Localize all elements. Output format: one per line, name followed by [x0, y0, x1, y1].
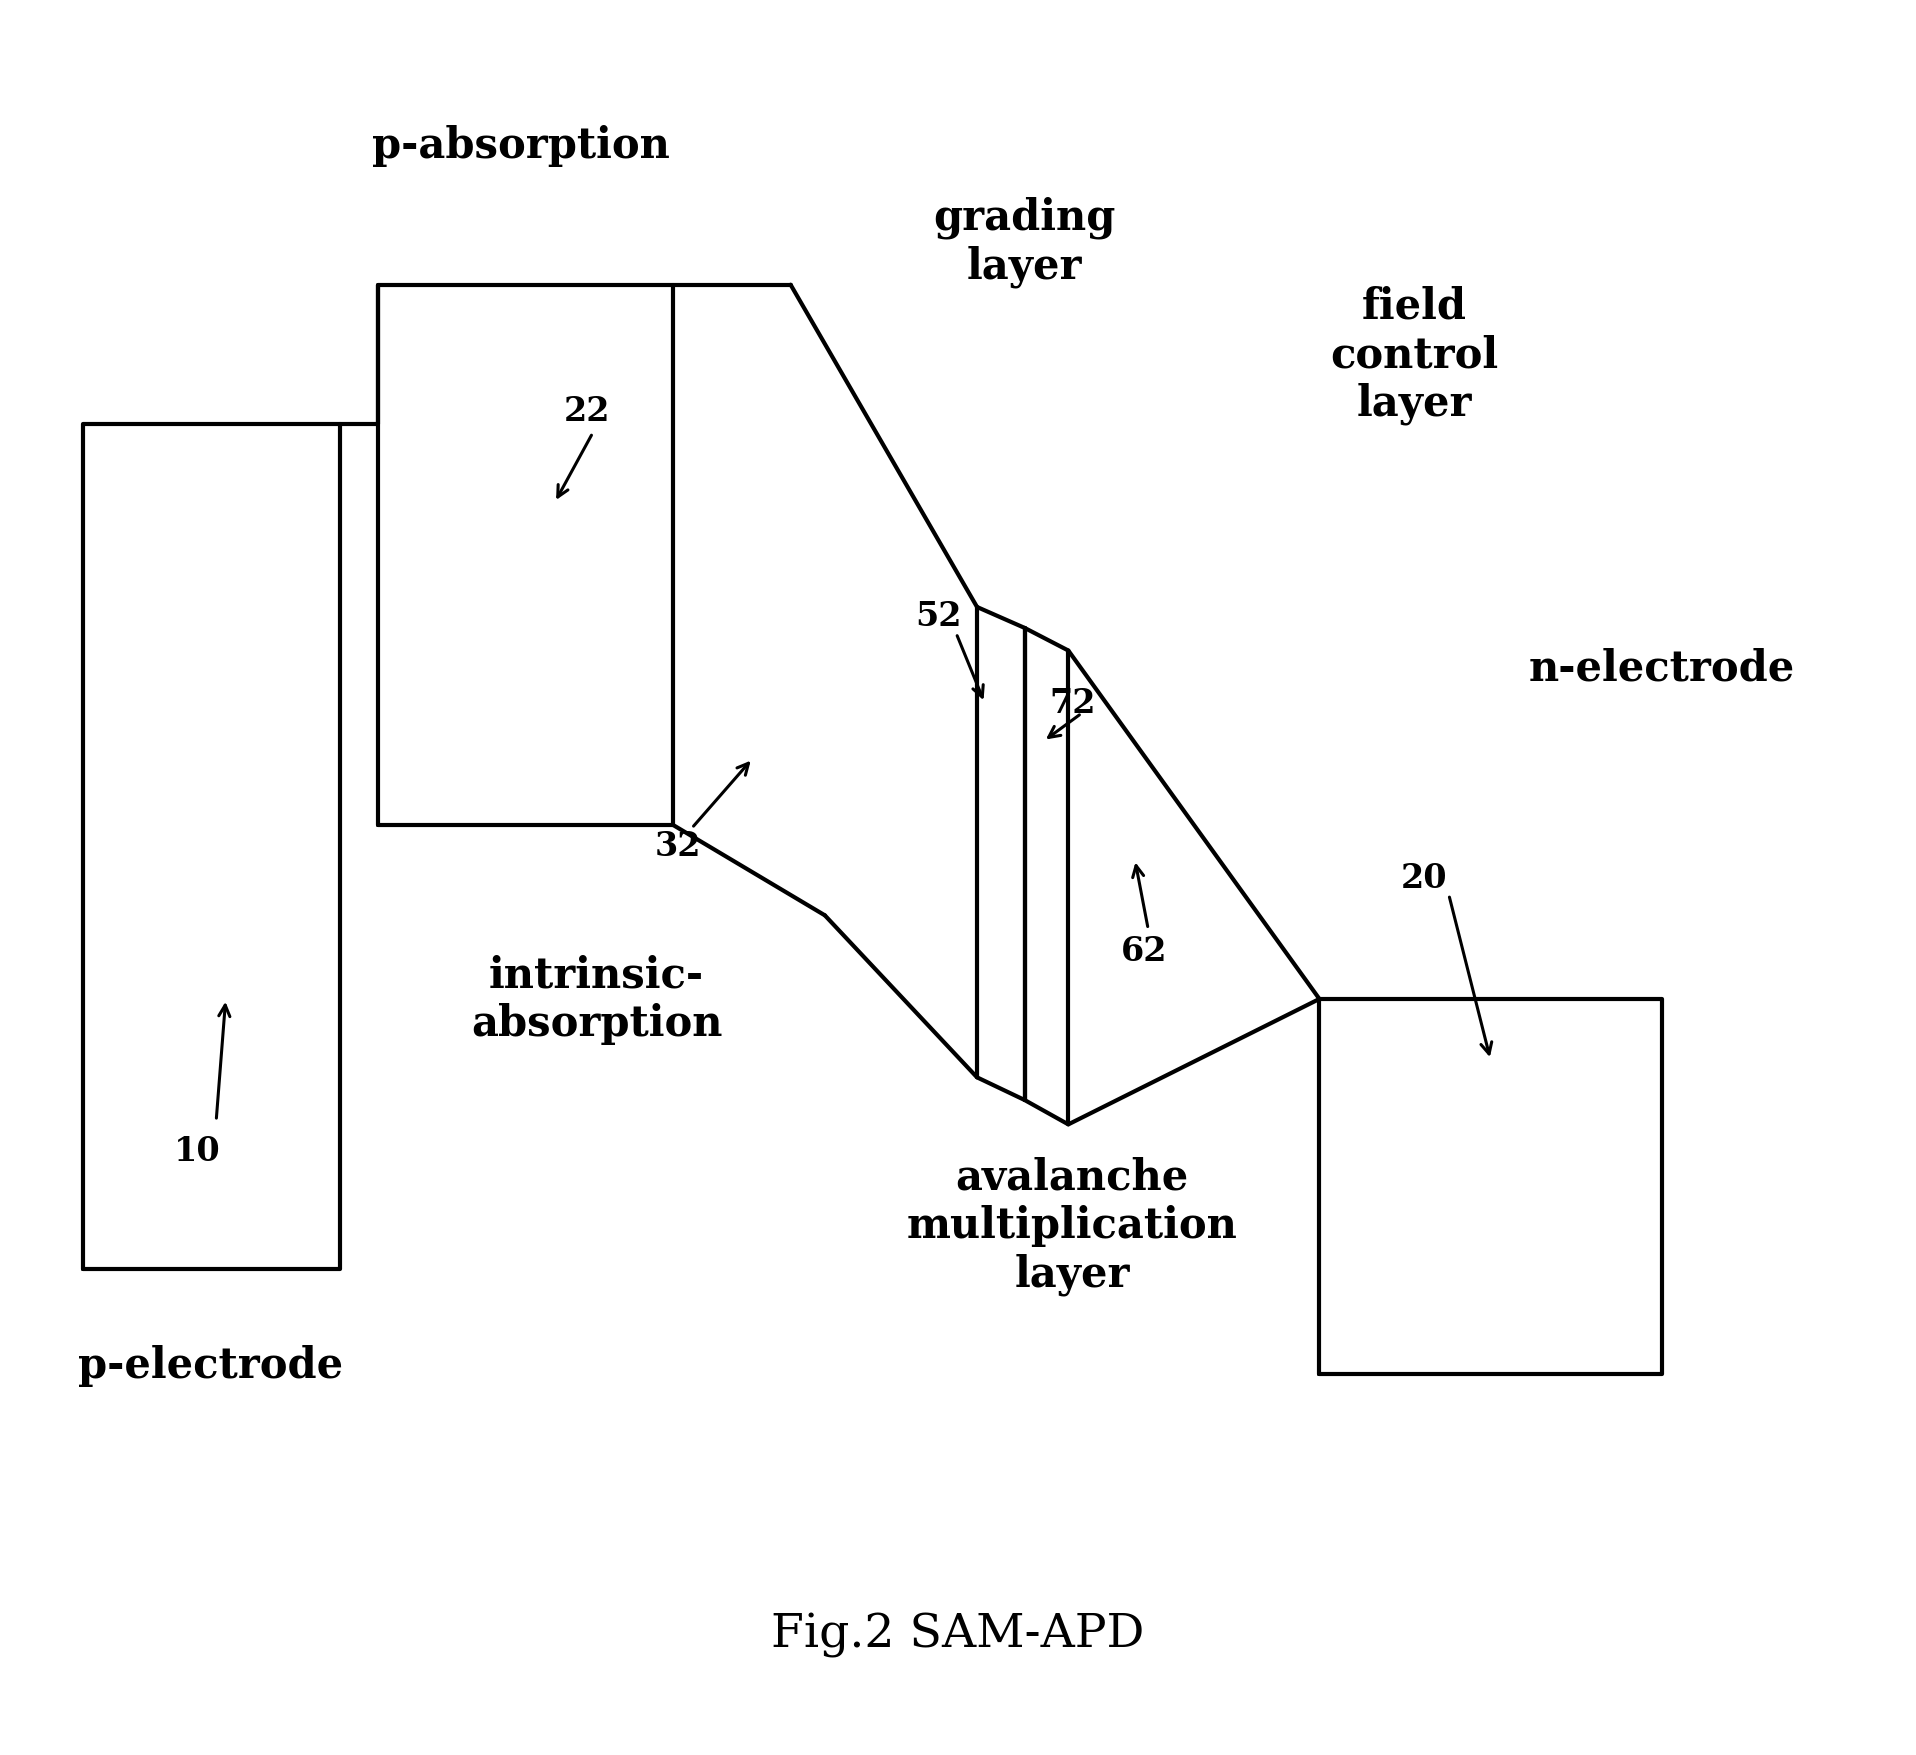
- Text: 32: 32: [655, 830, 701, 863]
- Text: 62: 62: [1121, 934, 1167, 967]
- Text: avalanche
multiplication
layer: avalanche multiplication layer: [906, 1157, 1238, 1295]
- Text: p-absorption: p-absorption: [372, 125, 669, 167]
- Text: n-electrode: n-electrode: [1529, 648, 1795, 690]
- Text: 72: 72: [1048, 686, 1096, 720]
- Text: grading
layer: grading layer: [933, 197, 1115, 288]
- Text: Fig.2 SAM-APD: Fig.2 SAM-APD: [772, 1613, 1144, 1657]
- Text: intrinsic-
absorption: intrinsic- absorption: [471, 955, 722, 1044]
- Text: p-electrode: p-electrode: [79, 1344, 343, 1386]
- Text: 22: 22: [563, 395, 611, 428]
- Text: field
control
layer: field control layer: [1330, 286, 1498, 425]
- Text: 10: 10: [174, 1134, 220, 1167]
- Text: 52: 52: [916, 600, 962, 634]
- Text: 20: 20: [1401, 862, 1447, 893]
